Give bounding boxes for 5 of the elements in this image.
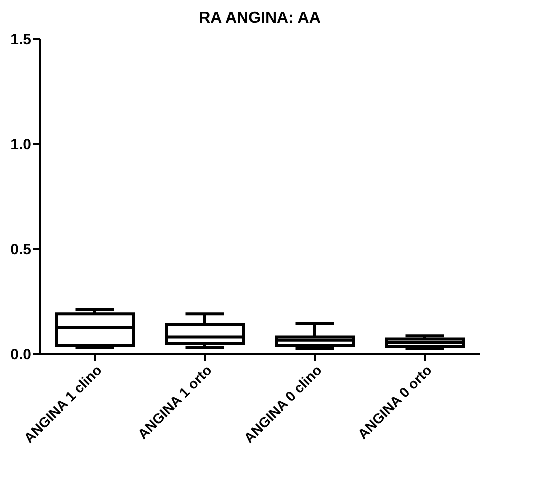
- y-tick-label: 0.0: [10, 346, 32, 364]
- y-tick-label: 1.0: [10, 136, 32, 154]
- chart-title: RA ANGINA: AA: [199, 10, 322, 27]
- y-tick-label: 1.5: [10, 32, 32, 48]
- y-tick-label: 0.5: [10, 242, 32, 258]
